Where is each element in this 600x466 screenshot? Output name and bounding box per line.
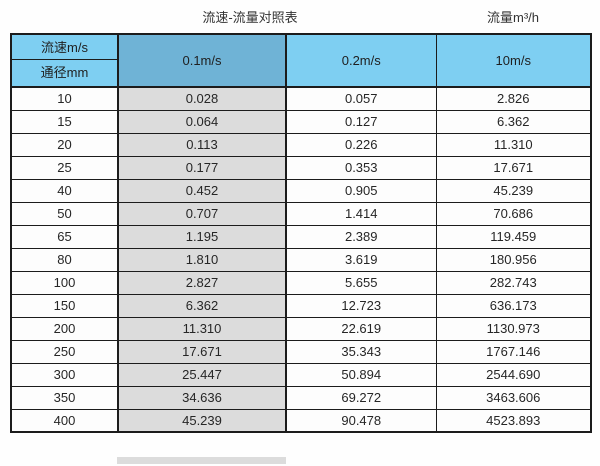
diameter-cell: 25: [10, 155, 119, 180]
diameter-cell: 10: [10, 86, 119, 111]
value-cell: 1.195: [117, 224, 287, 249]
value-cell: 0.057: [285, 86, 437, 111]
diameter-cell: 20: [10, 132, 119, 157]
value-cell: 2544.690: [435, 362, 592, 387]
value-cell: 119.459: [435, 224, 592, 249]
value-cell: 69.272: [285, 385, 437, 410]
diameter-cell: 80: [10, 247, 119, 272]
diameter-cell: 100: [10, 270, 119, 295]
value-cell: 90.478: [285, 408, 437, 433]
value-cell: 2.827: [117, 270, 287, 295]
corner-header-cell: 流速m/s 通径mm: [10, 33, 119, 88]
table-row: 25 0.177 0.353 17.671: [10, 155, 592, 180]
diameter-cell: 50: [10, 201, 119, 226]
value-cell: 70.686: [435, 201, 592, 226]
value-cell: 6.362: [117, 293, 287, 318]
diameter-cell: 400: [10, 408, 119, 433]
table-row: 300 25.447 50.894 2544.690: [10, 362, 592, 387]
table-row: 100 2.827 5.655 282.743: [10, 270, 592, 295]
table-row: 40 0.452 0.905 45.239: [10, 178, 592, 203]
value-cell: 12.723: [285, 293, 437, 318]
value-cell: 0.113: [117, 132, 287, 157]
diameter-header-label: 通径mm: [12, 60, 117, 85]
value-cell: 3463.606: [435, 385, 592, 410]
value-cell: 1767.146: [435, 339, 592, 364]
value-cell: 0.353: [285, 155, 437, 180]
table-row: 15 0.064 0.127 6.362: [10, 109, 592, 134]
value-cell: 34.636: [117, 385, 287, 410]
value-cell: 17.671: [117, 339, 287, 364]
value-cell: 6.362: [435, 109, 592, 134]
table-row: 20 0.113 0.226 11.310: [10, 132, 592, 157]
value-cell: 0.064: [117, 109, 287, 134]
table-row: 50 0.707 1.414 70.686: [10, 201, 592, 226]
diameter-cell: 200: [10, 316, 119, 341]
column-header-0.2ms: 0.2m/s: [285, 33, 437, 88]
value-cell: 0.177: [117, 155, 287, 180]
value-cell: 0.226: [285, 132, 437, 157]
velocity-header-label: 流速m/s: [12, 35, 117, 60]
table-row: 10 0.028 0.057 2.826: [10, 86, 592, 111]
table-title: 流速-流量对照表: [202, 10, 298, 25]
column-header-0.1ms: 0.1m/s: [117, 33, 287, 88]
value-cell: 1.810: [117, 247, 287, 272]
value-cell: 0.905: [285, 178, 437, 203]
diameter-cell: 300: [10, 362, 119, 387]
shaded-column-overhang: [117, 457, 286, 464]
column-header-10ms: 10m/s: [435, 33, 592, 88]
value-cell: 0.707: [117, 201, 287, 226]
value-cell: 3.619: [285, 247, 437, 272]
value-cell: 50.894: [285, 362, 437, 387]
value-cell: 636.173: [435, 293, 592, 318]
diameter-cell: 15: [10, 109, 119, 134]
title-bar: 流速-流量对照表 流量m³/h: [0, 0, 600, 33]
table-row: 400 45.239 90.478 4523.893: [10, 408, 592, 433]
value-cell: 2.826: [435, 86, 592, 111]
table-row: 350 34.636 69.272 3463.606: [10, 385, 592, 410]
value-cell: 45.239: [117, 408, 287, 433]
value-cell: 4523.893: [435, 408, 592, 433]
flow-unit-label: 流量m³/h: [487, 10, 540, 25]
value-cell: 180.956: [435, 247, 592, 272]
value-cell: 5.655: [285, 270, 437, 295]
value-cell: 2.389: [285, 224, 437, 249]
value-cell: 45.239: [435, 178, 592, 203]
table-row: 80 1.810 3.619 180.956: [10, 247, 592, 272]
diameter-cell: 350: [10, 385, 119, 410]
value-cell: 35.343: [285, 339, 437, 364]
value-cell: 0.028: [117, 86, 287, 111]
value-cell: 0.127: [285, 109, 437, 134]
value-cell: 0.452: [117, 178, 287, 203]
value-cell: 17.671: [435, 155, 592, 180]
diameter-cell: 40: [10, 178, 119, 203]
table-row: 250 17.671 35.343 1767.146: [10, 339, 592, 364]
value-cell: 11.310: [117, 316, 287, 341]
diameter-cell: 65: [10, 224, 119, 249]
table-row: 200 11.310 22.619 1130.973: [10, 316, 592, 341]
value-cell: 1130.973: [435, 316, 592, 341]
header-row: 流速m/s 通径mm 0.1m/s 0.2m/s 10m/s: [10, 33, 592, 88]
table-row: 150 6.362 12.723 636.173: [10, 293, 592, 318]
value-cell: 1.414: [285, 201, 437, 226]
value-cell: 11.310: [435, 132, 592, 157]
diameter-cell: 250: [10, 339, 119, 364]
value-cell: 22.619: [285, 316, 437, 341]
diameter-cell: 150: [10, 293, 119, 318]
value-cell: 25.447: [117, 362, 287, 387]
table-row: 65 1.195 2.389 119.459: [10, 224, 592, 249]
velocity-flow-table: 流速m/s 通径mm 0.1m/s 0.2m/s 10m/s 10 0.028 …: [10, 33, 592, 433]
value-cell: 282.743: [435, 270, 592, 295]
